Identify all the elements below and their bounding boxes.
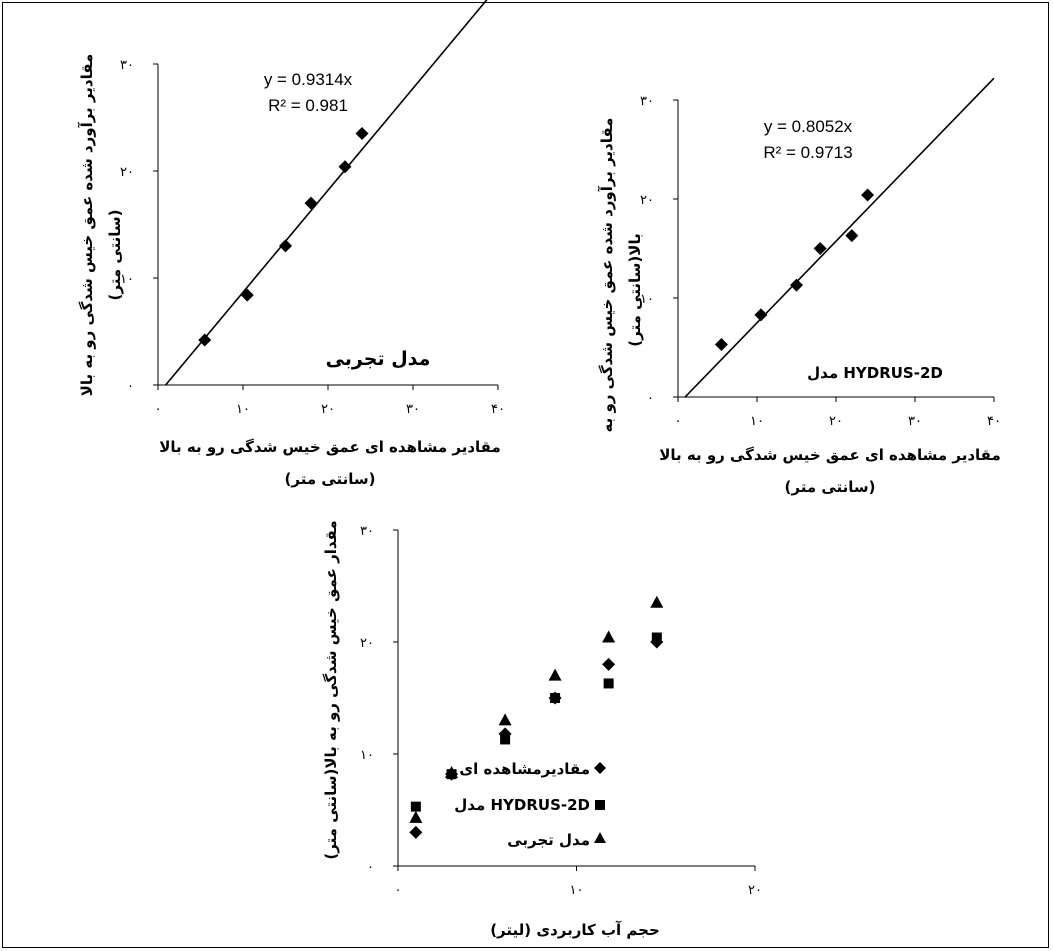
data-point-diamond: [790, 278, 803, 292]
axes: ۰ ۱۰ ۲۰ ۳۰ ۴۰ ۰ ۱۰ ۲۰ ۳۰: [640, 94, 1001, 429]
axes: ۰ ۱۰ ۲۰ ۰ ۱۰ ۲۰ ۳۰: [360, 524, 762, 898]
legend-item-empirical: مدل تجربی: [507, 831, 606, 849]
chart-volume: ۰ ۱۰ ۲۰ ۰ ۱۰ ۲۰ ۳۰ حجم آب کاربردی (لیتر) مقدار…: [322, 520, 762, 939]
y-axis-label-unit: بالا(سانتی متر): [626, 233, 644, 346]
x-tick-label: ۲۰: [321, 402, 335, 417]
marks: [165, 0, 488, 386]
data-point-diamond: [754, 308, 768, 322]
y-axis-label: مقادیر برآورد شده عمق خیس شدگی رو به بال…: [78, 54, 96, 397]
x-tick-label: ۰: [395, 883, 402, 898]
x-tick-label: ۲۰: [748, 883, 762, 898]
y-tick-label: ۰: [127, 379, 134, 394]
data-point-diamond: [845, 229, 859, 243]
trendline: [684, 77, 995, 398]
y-tick-label: ۳۰: [640, 94, 654, 109]
x-tick-label: ۲۰: [829, 414, 843, 429]
legend-label: مدل تجربی: [507, 831, 590, 849]
model-annotation: مدل تجربی: [326, 348, 431, 370]
data-point-triangle: [498, 713, 512, 726]
y-tick-label: ۱۰: [120, 272, 134, 287]
data-point-diamond: [355, 127, 369, 141]
fit-r2: R² = 0.981: [268, 96, 348, 115]
x-tick-label: ۱۰: [236, 402, 250, 417]
data-point-triangle: [445, 766, 459, 779]
marks: [684, 77, 995, 398]
x-tick-label: ۰: [675, 414, 682, 429]
fit-equation: y = 0.8052x: [764, 117, 853, 136]
x-tick-label: ۴۰: [987, 414, 1001, 429]
trendline: [165, 0, 488, 386]
data-point-diamond: [279, 239, 292, 253]
data-point-diamond: [409, 825, 423, 839]
x-tick-label: ۳۰: [406, 402, 420, 417]
legend: مقادیرمشاهده ای مدل HYDRUS-2D مدل تجربی: [454, 760, 606, 849]
chart-hydrus: ۰ ۱۰ ۲۰ ۳۰ ۴۰ ۰ ۱۰ ۲۰ ۳۰ y = 0.8052x R² = 0.9713…: [598, 77, 1001, 496]
legend-item-observed: مقادیرمشاهده ای: [459, 760, 606, 778]
y-tick-label: ۱۰: [640, 292, 654, 307]
y-tick-label: ۲۰: [120, 165, 134, 180]
data-point-triangle: [409, 810, 423, 823]
fit-equation: y = 0.9314x: [264, 70, 353, 89]
x-axis-label: حجم آب کاربردی (لیتر): [490, 921, 660, 939]
y-tick-label: ۱۰: [360, 748, 374, 763]
y-tick-label: ۳۰: [120, 58, 134, 73]
y-axis-label: مقادیر برآورد شده عمق خیس شدگی رو به: [598, 118, 616, 433]
x-tick-label: ۳۰: [908, 414, 922, 429]
marks: [409, 595, 664, 839]
legend-label: مقادیرمشاهده ای: [459, 760, 590, 778]
data-point-diamond: [338, 160, 352, 174]
y-tick-label: ۰: [647, 391, 654, 406]
x-tick-label: ۰: [155, 402, 162, 417]
legend-label: مدل HYDRUS-2D: [454, 796, 590, 814]
y-axis-label-unit: (سانتی متر): [106, 210, 124, 301]
data-point-square: [410, 801, 421, 812]
data-point-triangle: [548, 668, 562, 681]
x-tick-label: ۱۰: [570, 883, 584, 898]
legend-item-hydrus: مدل HYDRUS-2D: [454, 796, 605, 814]
triangle-marker-icon: [594, 832, 606, 843]
x-tick-label: ۱۰: [750, 414, 764, 429]
data-point-diamond: [861, 188, 875, 202]
x-tick-label: ۴۰: [491, 402, 505, 417]
x-axis-label-unit: (سانتی متر): [785, 478, 876, 496]
data-point-square: [603, 678, 614, 689]
fit-r2: R² = 0.9713: [763, 143, 852, 162]
x-axis-label: مقادیر مشاهده ای عمق خیس شدگی رو به بالا: [159, 438, 501, 456]
y-tick-label: ۲۰: [640, 193, 654, 208]
data-point-diamond: [602, 657, 616, 671]
y-tick-label: ۰: [367, 860, 374, 875]
model-annotation: مدل HYDRUS-2D: [807, 364, 943, 382]
data-point-diamond: [714, 338, 728, 352]
diamond-marker-icon: [594, 762, 606, 774]
data-point-diamond: [813, 242, 827, 255]
y-axis-label: مقدار عمق خیس شدگی رو به بالا(سانتی متر): [322, 520, 340, 859]
data-point-diamond: [198, 333, 212, 347]
x-axis-label: مقادیر مشاهده ای عمق خیس شدگی رو به بالا: [659, 446, 1001, 464]
data-point-diamond: [240, 288, 254, 302]
y-tick-label: ۲۰: [360, 636, 374, 651]
data-point-square: [550, 693, 561, 703]
data-point-triangle: [650, 595, 664, 608]
data-point-square: [500, 734, 511, 745]
y-tick-label: ۳۰: [360, 524, 374, 539]
x-axis-label-unit: (سانتی متر): [285, 470, 376, 488]
data-point-square: [651, 632, 662, 643]
square-marker-icon: [595, 800, 605, 810]
data-point-triangle: [602, 630, 616, 643]
data-point-diamond: [304, 196, 318, 210]
axes: ۰ ۱۰ ۲۰ ۳۰ ۴۰ ۰ ۱۰ ۲۰ ۳۰: [120, 58, 505, 417]
